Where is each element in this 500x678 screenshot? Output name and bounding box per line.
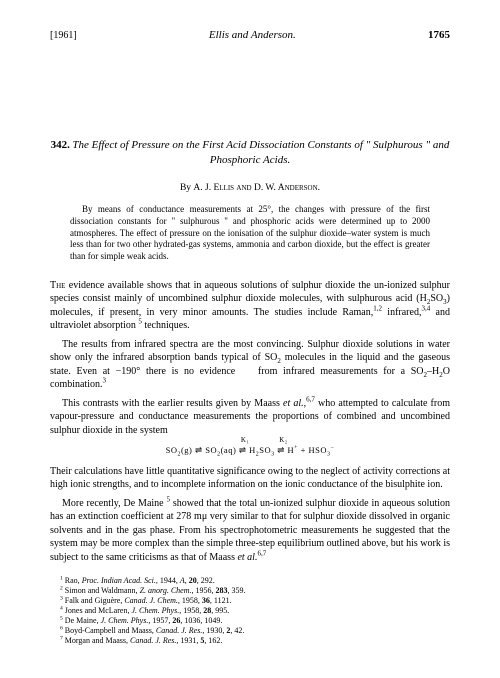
byline-authors: A. J. Ellis and D. W. Anderson. <box>193 183 320 193</box>
byline-prefix: By <box>180 183 193 193</box>
reference-5: 5 De Maine, J. Chem. Phys., 1957, 26, 10… <box>50 616 450 626</box>
article-number: 342. <box>51 139 70 151</box>
reference-2: 2 Simon and Waldmann, Z. anorg. Chem., 1… <box>50 586 450 596</box>
para3-text: This contrasts with the earlier results … <box>50 398 450 436</box>
header-authors: Ellis and Anderson. <box>209 28 296 43</box>
article-title-block: 342. The Effect of Pressure on the First… <box>50 138 450 168</box>
para2-text: The results from infrared spectra are th… <box>50 339 450 391</box>
body-paragraph-4: Their calculations have little quantitat… <box>50 465 450 492</box>
body-paragraph-3: This contrasts with the earlier results … <box>50 397 450 438</box>
abstract-text: By means of conductance measurements at … <box>70 204 430 262</box>
para1-text: evidence available shows that in aqueous… <box>50 280 450 332</box>
eq-k2-label: K₂ <box>279 436 288 445</box>
header-page-number: 1765 <box>428 28 450 43</box>
references: 1 Rao, Proc. Indian Acad. Sci., 1944, A,… <box>50 576 450 646</box>
abstract: By means of conductance measurements at … <box>70 204 430 262</box>
reference-6: 6 Boyd-Campbell and Maass, Canad. J. Res… <box>50 626 450 636</box>
reference-3: 3 Falk and Giguère, Canad. J. Chem., 195… <box>50 596 450 606</box>
para5-text: More recently, De Maine 5 showed that th… <box>50 498 450 563</box>
body-paragraph-5: More recently, De Maine 5 showed that th… <box>50 497 450 565</box>
body-paragraph-1: The evidence available shows that in aqu… <box>50 279 450 333</box>
eq-k1-label: K₁ <box>241 436 250 445</box>
header-year: [1961] <box>50 29 77 43</box>
journal-page: [1961] Ellis and Anderson. 1765 342. The… <box>0 0 500 676</box>
byline: By A. J. Ellis and D. W. Anderson. <box>50 182 450 195</box>
article-title: The Effect of Pressure on the First Acid… <box>72 139 449 166</box>
equilibrium-equation: SO2(g) ⇌ SO2(aq) K₁⇌ H2SO3 K₂⇌ H+ + HSO3… <box>50 445 450 456</box>
body-paragraph-2: The results from infrared spectra are th… <box>50 338 450 392</box>
para4-text: Their calculations have little quantitat… <box>50 466 450 491</box>
reference-4: 4 Jones and McLaren, J. Chem. Phys., 195… <box>50 606 450 616</box>
reference-7: 7 Morgan and Maass, Canad. J. Res., 1931… <box>50 636 450 646</box>
page-header: [1961] Ellis and Anderson. 1765 <box>50 28 450 43</box>
leading-word: The <box>50 280 65 291</box>
reference-1: 1 Rao, Proc. Indian Acad. Sci., 1944, A,… <box>50 576 450 586</box>
